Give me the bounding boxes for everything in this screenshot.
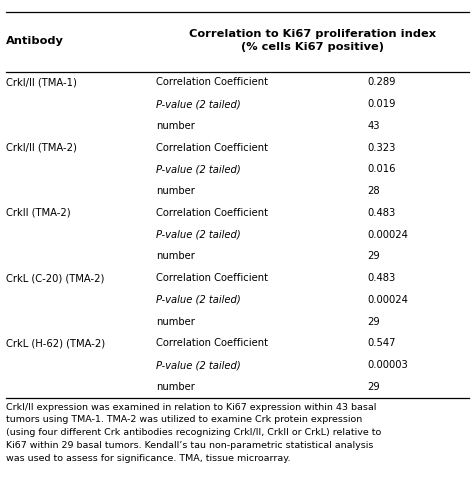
Text: Correlation Coefficient: Correlation Coefficient [156,143,268,153]
Text: Correlation Coefficient: Correlation Coefficient [156,208,268,218]
Text: Correlation to Ki67 proliferation index
(% cells Ki67 positive): Correlation to Ki67 proliferation index … [189,29,437,52]
Text: 28: 28 [367,186,380,196]
Text: number: number [156,121,195,131]
Text: 29: 29 [367,382,380,392]
Text: 0.00024: 0.00024 [367,295,408,305]
Text: 43: 43 [367,121,380,131]
Text: P-value (2 tailed): P-value (2 tailed) [156,99,241,109]
Text: 0.483: 0.483 [367,273,396,283]
Text: 29: 29 [367,317,380,327]
Text: number: number [156,317,195,327]
Text: P-value (2 tailed): P-value (2 tailed) [156,165,241,174]
Text: Antibody: Antibody [6,36,64,45]
Text: Correlation Coefficient: Correlation Coefficient [156,78,268,87]
Text: number: number [156,251,195,261]
Text: number: number [156,186,195,196]
Text: 0.019: 0.019 [367,99,396,109]
Text: 0.016: 0.016 [367,165,396,174]
Text: CrkL (C-20) (TMA-2): CrkL (C-20) (TMA-2) [6,273,104,283]
Text: Correlation Coefficient: Correlation Coefficient [156,273,268,283]
Text: CrkII (TMA-2): CrkII (TMA-2) [6,208,70,218]
Text: 0.289: 0.289 [367,78,396,87]
Text: number: number [156,382,195,392]
Text: CrkL (H-62) (TMA-2): CrkL (H-62) (TMA-2) [6,338,105,348]
Text: P-value (2 tailed): P-value (2 tailed) [156,295,241,305]
Text: CrkI/II (TMA-2): CrkI/II (TMA-2) [6,143,77,153]
Text: P-value (2 tailed): P-value (2 tailed) [156,360,241,370]
Text: 0.00003: 0.00003 [367,360,408,370]
Text: 0.00024: 0.00024 [367,230,408,240]
Text: CrkI/II (TMA-1): CrkI/II (TMA-1) [6,78,77,87]
Text: 0.483: 0.483 [367,208,396,218]
Text: 29: 29 [367,251,380,261]
Text: CrkI/II expression was examined in relation to Ki67 expression within 43 basal
t: CrkI/II expression was examined in relat… [6,403,381,463]
Text: Correlation Coefficient: Correlation Coefficient [156,338,268,348]
Text: P-value (2 tailed): P-value (2 tailed) [156,230,241,240]
Text: 0.323: 0.323 [367,143,396,153]
Text: 0.547: 0.547 [367,338,396,348]
